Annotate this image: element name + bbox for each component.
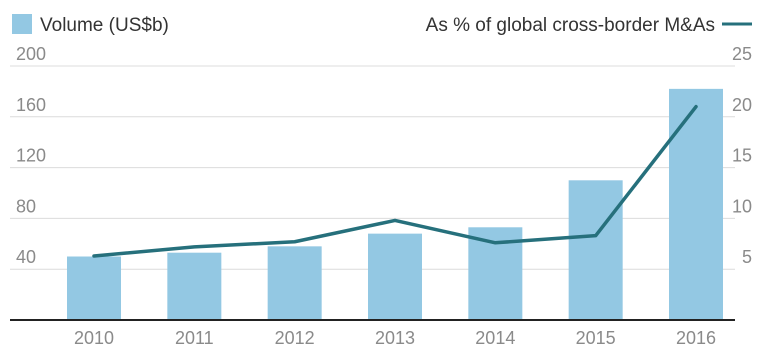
x-tick-label: 2012 — [275, 328, 315, 348]
bar-2013 — [368, 233, 422, 320]
x-tick-label: 2013 — [375, 328, 415, 348]
bar-2010 — [67, 256, 121, 320]
bar-2016 — [669, 88, 723, 320]
legend-bar-swatch — [12, 14, 32, 34]
x-tick-label: 2016 — [676, 328, 716, 348]
y-left-tick-label: 40 — [16, 247, 36, 267]
y-left-tick-label: 80 — [16, 196, 36, 216]
y-left-tick-label: 200 — [16, 44, 46, 64]
bar-series — [67, 88, 723, 320]
y-right-tick-label: 15 — [732, 146, 752, 166]
gridlines — [10, 65, 735, 270]
y-left-tick-label: 120 — [16, 146, 46, 166]
bar-2011 — [167, 252, 222, 320]
y-left-tick-label: 160 — [16, 95, 46, 115]
x-tick-label: 2015 — [576, 328, 616, 348]
tick-labels: 40 80 120 160 200 5 10 15 20 25 2010 2011 2012 2013 20… — [16, 44, 752, 348]
y-right-tick-label: 10 — [732, 196, 752, 216]
bar-2012 — [267, 246, 322, 320]
legend: Volume (US$b) As % of global cross-borde… — [12, 14, 752, 36]
y-right-tick-label: 25 — [732, 44, 752, 64]
x-tick-label: 2011 — [175, 328, 214, 348]
line-series — [92, 104, 698, 258]
legend-bar-label: Volume (US$b) — [40, 15, 169, 36]
y-right-tick-label: 5 — [742, 247, 752, 267]
legend-line-label: As % of global cross-border M&As — [426, 15, 715, 36]
y-right-tick-label: 20 — [732, 95, 752, 115]
bar-2015 — [568, 180, 623, 320]
x-tick-label: 2014 — [475, 328, 515, 348]
x-tick-label: 2010 — [74, 328, 114, 348]
